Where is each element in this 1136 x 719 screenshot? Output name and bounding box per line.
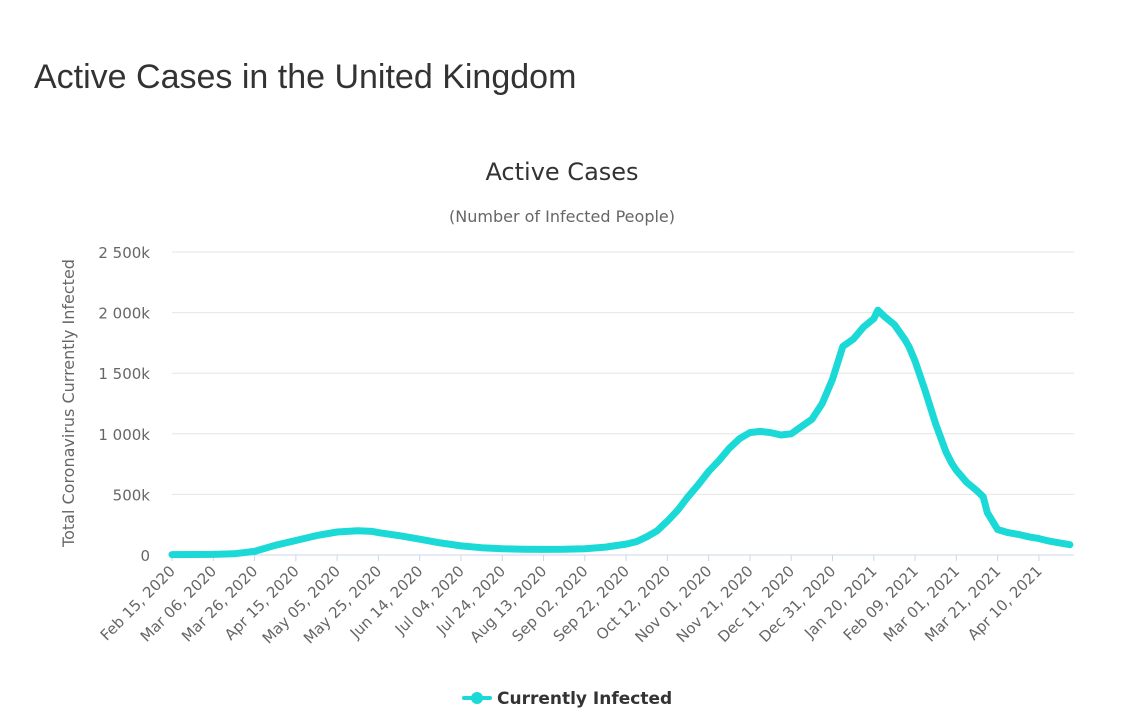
series-line-currently-infected [168, 306, 1074, 559]
chart-title: Active Cases [485, 158, 638, 186]
legend[interactable]: Currently Infected [462, 689, 672, 709]
legend-label[interactable]: Currently Infected [497, 689, 672, 709]
y-axis-title: Total Coronavirus Currently Infected [59, 259, 78, 548]
legend-marker-icon [471, 692, 483, 704]
y-tick-label: 1 000k [98, 426, 150, 444]
y-axis-ticks: 0 500k 1 000k 1 500k 2 000k 2 500k [98, 244, 150, 565]
y-tick-label: 2 500k [98, 244, 150, 262]
y-tick-label: 500k [113, 486, 151, 504]
page-title: Active Cases in the United Kingdom [34, 58, 577, 96]
gridlines [172, 251, 1074, 556]
y-tick-label: 2 000k [98, 305, 150, 323]
chart-subtitle: (Number of Infected People) [449, 207, 675, 226]
y-tick-label: 0 [140, 547, 150, 565]
y-tick-label: 1 500k [98, 365, 150, 383]
series-group [168, 306, 1074, 559]
